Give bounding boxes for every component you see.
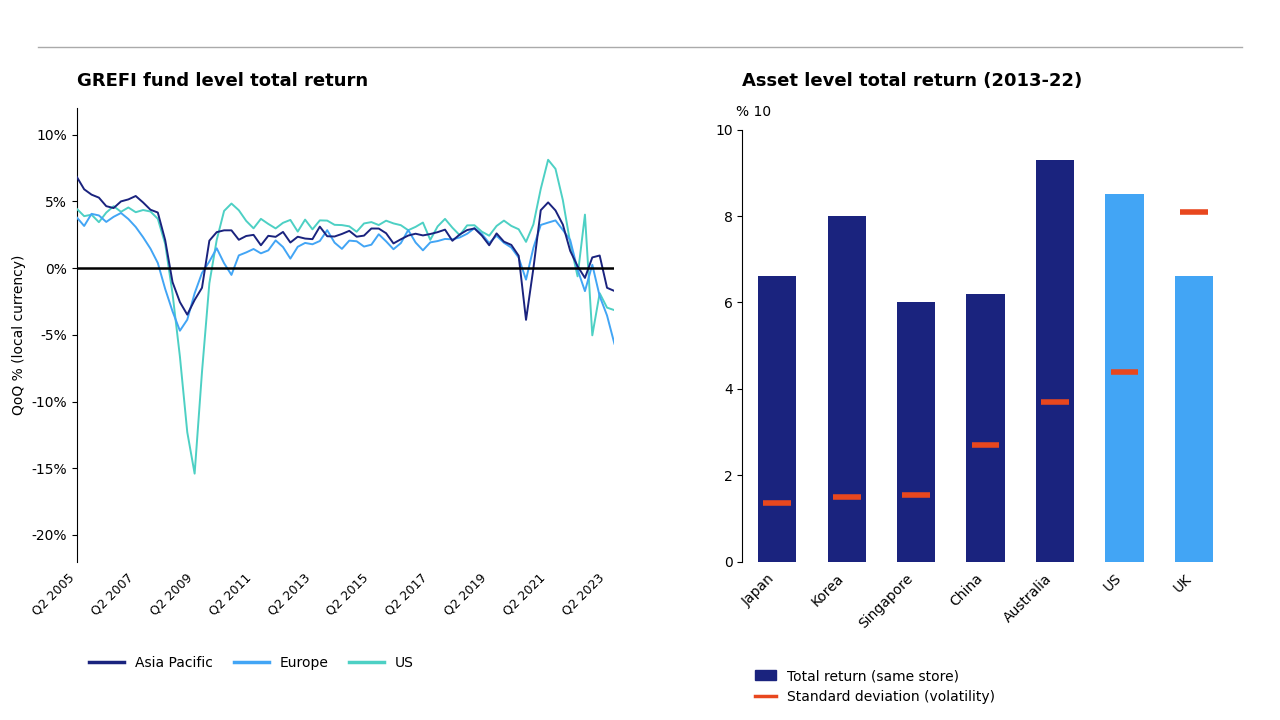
Bar	[1036, 160, 1074, 562]
Bar	[966, 294, 1005, 562]
Bar	[897, 302, 936, 562]
Legend: Asia Pacific, Europe, US: Asia Pacific, Europe, US	[83, 650, 420, 675]
Bar	[758, 276, 796, 562]
Bar	[828, 216, 865, 562]
Text: % 10: % 10	[736, 105, 771, 119]
Bar	[1106, 194, 1144, 562]
Bar	[1175, 276, 1213, 562]
Legend: Total return (same store), Standard deviation (volatility): Total return (same store), Standard devi…	[749, 664, 1001, 710]
Text: GREFI fund level total return: GREFI fund level total return	[77, 72, 367, 90]
Y-axis label: QoQ % (local currency): QoQ % (local currency)	[12, 255, 26, 415]
Text: Asset level total return (2013-22): Asset level total return (2013-22)	[742, 72, 1083, 90]
